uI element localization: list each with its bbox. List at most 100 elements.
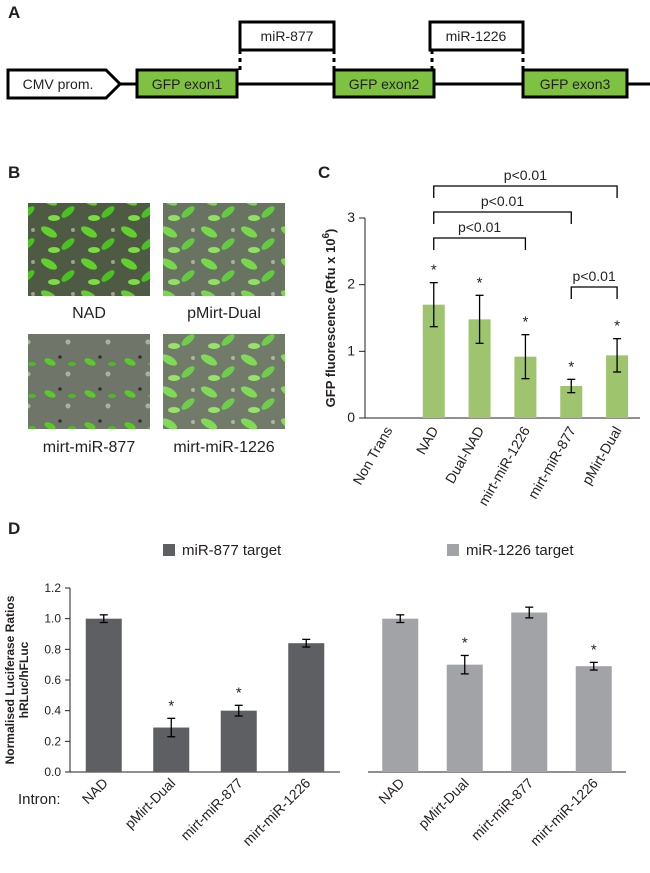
panel-label: C [318,163,330,182]
significance-bracket [433,211,572,224]
bar [511,612,548,772]
intron-label: miR-1226 [446,28,507,44]
bar [575,666,612,772]
significance-bracket [433,237,527,250]
x-tick-label: pMirt-Dual [579,424,625,488]
error-bar [460,654,469,675]
significance-star: * [462,634,468,651]
exon-box [135,68,239,99]
bracket-label: p<0.01 [481,193,524,209]
bar [560,386,583,418]
panel-label: B [8,163,20,182]
y-tick-label: 3 [347,209,355,225]
error-bar [302,638,311,648]
significance-star: * [614,318,620,335]
x-tick-label: mirt-miR-877 [177,775,246,844]
y-tick-label: 2 [347,276,355,292]
bar [220,710,257,772]
x-tick-label: NAD [375,775,407,807]
row-label: Intron: [18,791,61,808]
error-bar [429,282,438,328]
error-bar [589,661,598,671]
image-label: pMirt-Dual [187,305,261,322]
error-bar [567,378,576,394]
significance-star: * [591,641,597,658]
exon-label: GFP exon2 [349,76,420,92]
panel-label: D [8,519,20,538]
y-axis-label: hRLuc/hFLuc [17,641,31,718]
x-tick-label: Dual-NAD [442,424,487,487]
x-tick-label: Non Trans [349,424,395,488]
x-tick-label: pMirt-Dual [121,775,178,832]
error-bar [167,717,176,738]
bar [606,355,629,418]
significance-star: * [236,684,242,701]
exon-label: GFP exon1 [152,76,223,92]
x-tick-label: NAD [79,775,111,807]
splice-lines [238,50,525,70]
bracket-label: p<0.01 [573,268,616,284]
y-axis-label: GFP fluorescence (Rfu x 106) [321,229,338,408]
y-tick-label: 1.2 [44,581,61,595]
bar [446,664,483,772]
legend-label: miR-877 target [182,542,282,559]
error-bar [525,606,534,619]
legend-label: miR-1226 target [466,542,574,559]
bar [85,618,122,772]
error-bar [234,704,243,717]
significance-star: * [168,697,174,714]
y-tick-label: 1.0 [44,612,61,626]
image-label: NAD [72,305,106,322]
bracket-label: p<0.01 [504,167,547,183]
y-axis-label-part: ) [323,229,338,233]
x-tick-label: pMirt-Dual [415,775,472,832]
exon-label: GFP exon3 [540,76,611,92]
exon-box [521,68,629,99]
x-tick-label: mirt-miR-877 [525,423,579,501]
significance-star: * [568,358,574,375]
x-tick-label: mirt-miR-877 [468,775,537,844]
intron-label: miR-877 [261,28,314,44]
intron-box [238,20,336,52]
bar [382,618,419,772]
significance-star: * [431,262,437,279]
panel-label: A [8,3,20,22]
error-bar [613,338,622,373]
exon-box [332,68,436,99]
bar [468,319,491,418]
significance-star: * [477,274,483,291]
micrograph [163,334,285,429]
x-tick-label: mirt-miR-1226 [527,775,601,849]
significance-star: * [522,314,528,331]
promoter-box [6,68,123,100]
bar [514,356,537,418]
bracket-label: p<0.01 [458,219,501,235]
significance-bracket [433,185,618,198]
error-bar [99,614,108,624]
error-bar [521,334,530,380]
y-axis-label: Normalised Luciferase Ratios [3,595,17,764]
intron-box [428,20,525,52]
promoter-label: CMV prom. [23,76,94,92]
y-tick-label: 0 [347,409,355,425]
y-tick-label: 0.0 [44,765,61,779]
y-tick-label: 0.8 [44,642,61,656]
x-tick-label: NAD [413,424,442,458]
micrograph [28,203,150,296]
y-tick-label: 0.6 [44,673,61,687]
x-tick-label: mirt-miR-1226 [239,775,313,849]
micrograph [163,203,285,296]
image-label: mirt-miR-877 [43,439,136,456]
y-tick-label: 0.4 [44,704,61,718]
significance-bracket [570,286,618,299]
y-axis-label-part: GFP fluorescence (Rfu x 10 [323,239,338,408]
image-label: mirt-miR-1226 [173,439,274,456]
y-axis-label-superscript: 6 [321,233,332,239]
legend-swatch [163,544,175,556]
error-bar [475,294,484,344]
y-tick-label: 1 [347,342,355,358]
bar [288,643,325,772]
y-tick-label: 0.2 [44,734,61,748]
legend-swatch [447,544,459,556]
